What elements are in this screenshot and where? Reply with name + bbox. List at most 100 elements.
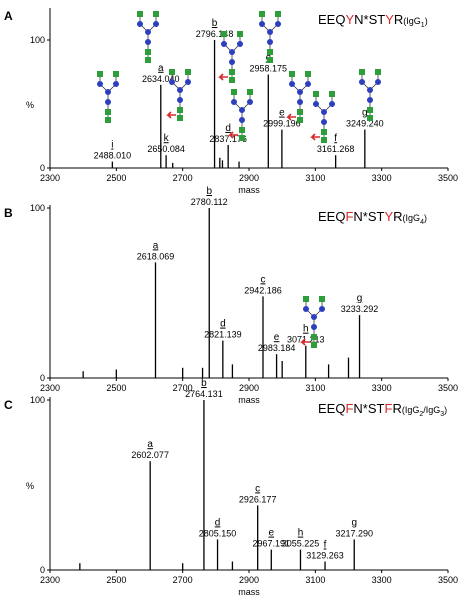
y-tick-label: 0 (40, 163, 45, 173)
peak-letter: c (260, 274, 265, 285)
glycan-icon (137, 11, 159, 63)
glycan-circle (297, 89, 303, 95)
x-tick-label: 3500 (438, 383, 458, 393)
x-axis-label: mass (238, 587, 260, 597)
glycan-circle (231, 99, 237, 105)
glycan-square (231, 89, 237, 95)
glycan-square (97, 71, 103, 77)
x-tick-label: 2900 (239, 383, 259, 393)
glycan-square (311, 342, 317, 348)
title-part: EEQ (318, 401, 345, 416)
glycan-icon (97, 71, 119, 123)
glycan-square (319, 296, 325, 302)
x-tick-label: 3500 (438, 173, 458, 183)
subtitle-part: (IgG (402, 405, 420, 415)
peak-letter: e (279, 108, 285, 119)
glycan-circle (153, 21, 159, 27)
peak-mass-label: 3161.268 (317, 144, 355, 154)
glycan-square (275, 11, 281, 17)
x-tick-label: 2700 (173, 575, 193, 585)
glycan-square (247, 89, 253, 95)
title-part: N*ST (353, 209, 384, 224)
peak-letter: k (164, 133, 170, 144)
glycan-square (359, 69, 365, 75)
title-part: R (394, 12, 403, 27)
glycan-circle (247, 99, 253, 105)
glycan-circle (289, 81, 295, 87)
glycan-square (321, 129, 327, 135)
glycan-circle (137, 21, 143, 27)
panel-label: A (4, 9, 13, 23)
glycan-circle (313, 101, 319, 107)
peak-mass-label: 2618.069 (137, 251, 175, 261)
glycan-square (137, 11, 143, 17)
subtitle-part: 3 (440, 411, 444, 418)
peptide-title: EEQYN*STYR(IgG1) (318, 12, 428, 29)
peptide-title: EEQFN*STYR(IgG4) (318, 209, 427, 226)
x-axis-label: mass (238, 185, 260, 195)
glycan-square (237, 31, 243, 37)
glycan-icon (259, 11, 281, 63)
glycan-circle (321, 119, 327, 125)
glycan-circle (311, 324, 317, 330)
glycan-circle (329, 101, 335, 107)
glycan-icon (359, 69, 381, 121)
glycan-square (105, 117, 111, 123)
subtitle-part: (IgG (403, 16, 421, 26)
peak-mass-label: 3217.290 (335, 528, 373, 538)
peak-mass-label: 2764.131 (185, 389, 223, 399)
glycan-square (375, 69, 381, 75)
glycan-circle (169, 79, 175, 85)
glycan-square (367, 107, 373, 113)
x-tick-label: 3100 (305, 575, 325, 585)
title-part: F (345, 401, 353, 416)
peak-letter: d (220, 319, 226, 330)
x-tick-label: 2500 (106, 383, 126, 393)
peak-mass-label: 2650.084 (147, 144, 185, 154)
glycan-icon (286, 71, 311, 123)
peak-mass-label: 2942.186 (244, 285, 282, 295)
x-tick-label: 3100 (305, 173, 325, 183)
peak-mass-label: 2796.148 (196, 29, 234, 39)
glycan-circle (97, 81, 103, 87)
peak-letter: b (201, 378, 207, 389)
peak-mass-label: 3129.263 (306, 551, 344, 561)
glycan-circle (267, 29, 273, 35)
peak-mass-label: 3055.225 (282, 539, 320, 549)
peak-letter: a (158, 63, 164, 74)
peak-mass-label: 3249.240 (346, 119, 384, 129)
glycan-circle (239, 107, 245, 113)
peak-mass-label: 2488.010 (94, 151, 132, 161)
peak-mass-label: 2780.112 (191, 197, 228, 207)
peak-letter: e (274, 332, 280, 343)
peak-letter: b (206, 186, 212, 197)
title-part: F (345, 209, 353, 224)
subtitle-part: /IgG (423, 405, 440, 415)
glycan-circle (145, 29, 151, 35)
glycan-icon (228, 89, 253, 141)
x-tick-label: 2700 (173, 173, 193, 183)
glycan-circle (359, 79, 365, 85)
peak-mass-label: 3071.213 (287, 335, 325, 345)
glycan-circle (229, 59, 235, 65)
y-axis-label: % (26, 481, 34, 491)
glycan-circle (177, 97, 183, 103)
glycan-icon (166, 69, 191, 121)
glycan-square (267, 49, 273, 55)
glycan-circle (229, 49, 235, 55)
glycan-square (321, 137, 327, 143)
x-tick-label: 3500 (438, 575, 458, 585)
glycan-square (113, 71, 119, 77)
x-tick-label: 2500 (106, 173, 126, 183)
glycan-square (169, 69, 175, 75)
peak-letter: f (334, 133, 337, 144)
glycan-circle (105, 89, 111, 95)
glycan-square (289, 71, 295, 77)
subtitle-part: 1 (421, 22, 425, 29)
glycan-circle (239, 117, 245, 123)
glycan-circle (259, 21, 265, 27)
fucose-arrow (228, 131, 238, 139)
peak-letter: f (324, 540, 327, 551)
glycan-square (303, 296, 309, 302)
